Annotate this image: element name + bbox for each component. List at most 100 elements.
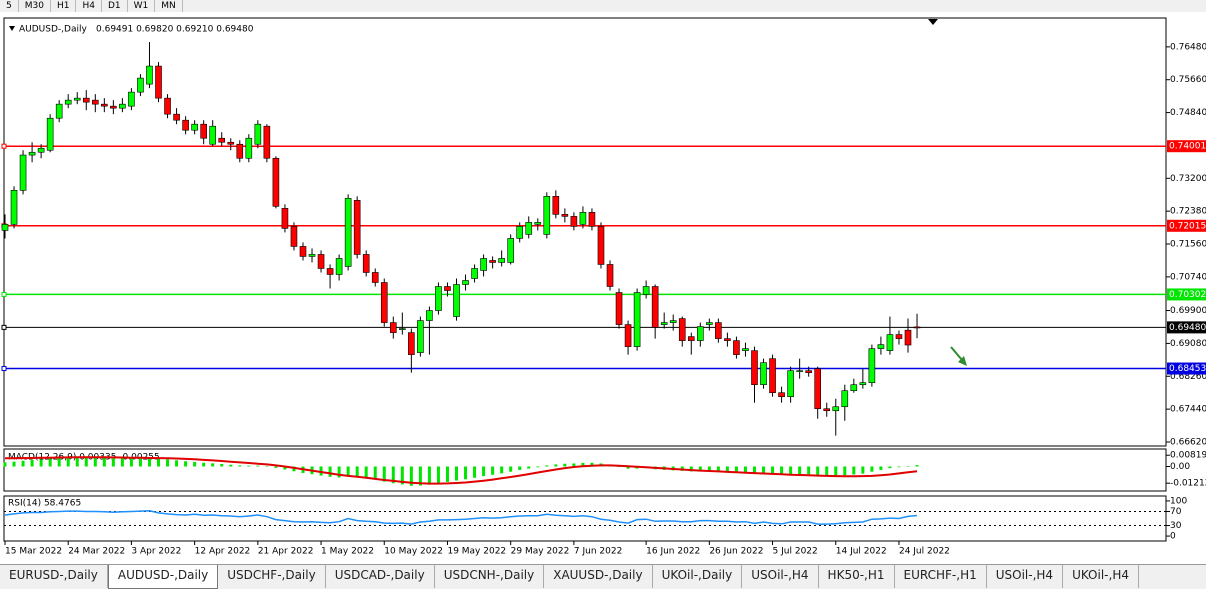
symbol-tab[interactable]: USDCHF-,Daily (218, 565, 326, 588)
timeframe-button[interactable]: 5 (0, 0, 19, 12)
macd-bar (906, 466, 910, 467)
macd-bar (581, 462, 585, 467)
candle-body (408, 332, 415, 355)
candle-body (281, 208, 289, 229)
rsi-title: RSI(14) 58.4765 (8, 499, 81, 509)
level-label-bg (1167, 321, 1206, 334)
macd-bar (798, 466, 802, 475)
candle-body (462, 280, 469, 285)
macd-bar (563, 463, 567, 467)
macd-bar (626, 466, 630, 469)
y-tick-label: 0.70740 (1170, 272, 1206, 282)
symbol-tab[interactable]: USOil-,H4 (742, 565, 819, 588)
candle-body (660, 322, 668, 325)
macd-bar (725, 466, 729, 472)
level-marker (1, 143, 7, 149)
macd-bar (138, 458, 142, 467)
candle-body (128, 91, 135, 107)
macd-bar (536, 466, 540, 468)
candle-body (254, 123, 262, 145)
candle-body (164, 97, 171, 115)
macd-bar (572, 463, 576, 467)
candle-body (317, 254, 325, 269)
symbol-tab[interactable]: XAUUSD-,Daily (544, 565, 653, 588)
candle-body (236, 143, 244, 159)
candle-body (895, 334, 903, 339)
timeframe-button[interactable]: D1 (102, 0, 128, 12)
x-tick-label: 3 Apr 2022 (131, 547, 181, 557)
x-tick-label: 1 May 2022 (321, 547, 374, 557)
macd-bar (590, 462, 594, 467)
candle-body (642, 286, 650, 295)
candle-body (760, 362, 767, 385)
symbol-tab[interactable]: HK50-,H1 (819, 565, 895, 588)
timeframe-button[interactable]: W1 (128, 0, 156, 12)
candle-body (299, 246, 307, 257)
candle-body (46, 117, 54, 151)
symbol-tab[interactable]: EURCHF-,H1 (895, 565, 987, 588)
macd-bar (66, 457, 70, 467)
candle-body (10, 190, 18, 225)
candle-body (715, 322, 722, 339)
x-tick-label: 10 May 2022 (384, 547, 443, 557)
level-label: 0.70302 (1169, 290, 1206, 300)
macd-bar (120, 458, 124, 467)
chart-title: AUDUSD-,Daily (19, 25, 87, 35)
ohlc-values: 0.69491 0.69820 0.69210 0.69480 (96, 25, 254, 35)
candle-body (489, 260, 496, 263)
x-tick-label: 15 Mar 2022 (5, 547, 62, 557)
macd-bar (75, 457, 79, 467)
candle-body (92, 99, 99, 105)
y-tick-label: 70 (1170, 507, 1182, 517)
macd-bar (915, 465, 919, 467)
timeframe-button[interactable]: H1 (51, 0, 77, 12)
symbol-tab[interactable]: UKOil-,H4 (1063, 565, 1139, 588)
x-tick-label: 16 Jun 2022 (646, 547, 700, 557)
macd-bar (382, 466, 386, 482)
chart: AUDUSD-,Daily 0.69491 0.69820 0.69210 0.… (0, 12, 1206, 564)
candle-body (471, 268, 478, 279)
macd-bar (328, 466, 332, 477)
macd-bar (554, 464, 558, 467)
symbol-tab[interactable]: USDCAD-,Daily (326, 565, 435, 588)
y-tick-label: 30 (1170, 521, 1182, 531)
timeframe-button[interactable]: H4 (76, 0, 102, 12)
candle-body (344, 198, 352, 267)
candle-body (137, 77, 144, 93)
symbol-tab[interactable]: UKOil-,Daily (653, 565, 743, 588)
candle-body (19, 154, 27, 191)
macd-bar (617, 466, 621, 467)
candle-body (37, 147, 45, 153)
timeframe-button[interactable]: MN (155, 0, 183, 12)
macd-bar (12, 461, 16, 467)
candle-body (597, 226, 605, 265)
y-tick-label: 0.69900 (1170, 306, 1206, 316)
shift-marker (928, 19, 938, 25)
arrow-head (958, 356, 967, 366)
level-marker (1, 366, 7, 372)
symbol-tab[interactable]: AUDUSD-,Daily (107, 565, 219, 589)
x-tick-label: 24 Mar 2022 (68, 547, 125, 557)
y-tick-label: 0 (1170, 532, 1176, 542)
macd-bar (473, 466, 477, 478)
symbol-tab[interactable]: USOil-,H4 (987, 565, 1064, 588)
candle-body (173, 113, 180, 121)
candle-body (814, 368, 822, 410)
macd-bar (897, 466, 901, 468)
level-label-bg (1167, 362, 1206, 375)
candle-body (913, 326, 921, 329)
candle-body (82, 97, 90, 103)
symbol-tab[interactable]: USDCNH-,Daily (435, 565, 545, 588)
macd-bar (283, 466, 287, 470)
y-tick-label: 0.74840 (1170, 108, 1206, 118)
timeframe-button[interactable]: M30 (19, 0, 51, 12)
macd-bar (707, 466, 711, 472)
candle-body (417, 320, 424, 353)
symbol-tab[interactable]: EURUSD-,Daily (0, 565, 108, 588)
y-tick-label: 0.75660 (1170, 75, 1206, 85)
candle-body (651, 286, 659, 328)
macd-bar (337, 466, 341, 478)
macd-bar (436, 466, 440, 484)
candle-body (850, 384, 858, 391)
candle-body (362, 254, 370, 273)
